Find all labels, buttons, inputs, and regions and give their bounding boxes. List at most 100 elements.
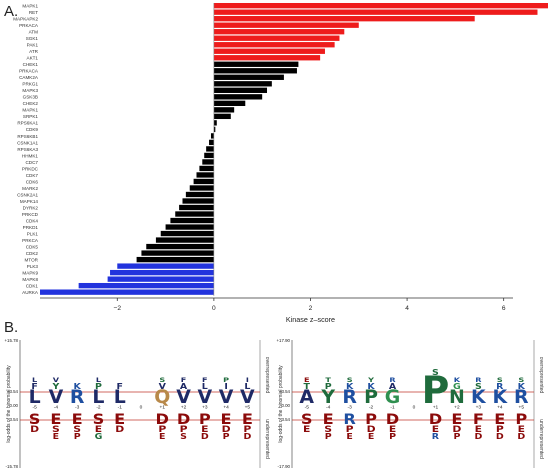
logo-residue-bottom: D [474, 433, 482, 442]
bar-hhmk1 [204, 152, 214, 159]
kinase-label: AKT1 [27, 56, 39, 61]
logo-residue-bottom: D [429, 411, 442, 427]
logo-residue-top: A [299, 386, 314, 408]
kinase-label: CDK9 [26, 127, 39, 132]
position-label-bg [363, 404, 379, 410]
kinase-label: ATR [29, 49, 39, 54]
logo-residue-bottom: E [201, 425, 209, 435]
logo-residue-bottom: E [389, 425, 397, 435]
bar-cdk2 [141, 250, 214, 256]
logo-residue-top: K [454, 376, 461, 384]
position-label-bg [26, 404, 43, 410]
overrepresented-label: overrepresented [538, 357, 544, 394]
bar-prkaca [213, 68, 297, 74]
logo-residue-top: P [95, 383, 102, 392]
logo-residue-bottom: E [475, 425, 483, 435]
bar-mapk3 [213, 87, 268, 93]
position-label: -5 [305, 405, 310, 411]
kinase-label: PRKCD [22, 212, 39, 217]
logo-residue-top: Q [154, 386, 170, 408]
logo-residue-bottom: R [343, 411, 356, 427]
logo-residue-bottom: P [325, 433, 333, 442]
bar-atr [213, 48, 325, 54]
logo-residue-bottom: E [242, 411, 253, 427]
logo-residue-top: V [198, 386, 213, 408]
logo-residue-bottom: E [53, 433, 59, 442]
logo-residue-top: L [92, 386, 104, 408]
kinase-label: AURKA [22, 290, 39, 295]
kinase-label: GSK3B [23, 95, 38, 100]
logo-residue-bottom: P [453, 433, 461, 442]
logo-residue-top: F [202, 376, 208, 384]
position-label: +2 [181, 405, 187, 411]
logo-residue-bottom: S [301, 411, 313, 427]
position-label-bg [197, 404, 213, 410]
bar-dyrk2 [179, 204, 214, 211]
kinase-label: PRKD1 [23, 225, 39, 230]
kinase-label: SGK1 [26, 36, 39, 41]
position-label-bg [470, 404, 487, 410]
logo-residue-bottom: D [243, 433, 251, 442]
sequence-logo-left: +15.78 +3.54 0.00 -3.54 -15.78 log-odds of th… [4, 338, 270, 469]
logo-residue-top: T [304, 383, 311, 392]
logo-residue-top: R [514, 386, 529, 408]
bar-prkca [155, 237, 214, 243]
position-label: -3 [348, 405, 353, 411]
kinase-label: PRKG1 [22, 82, 38, 87]
bar-rps6kb1 [210, 133, 214, 139]
logo-residue-top: V [219, 386, 234, 408]
logo-residue-bottom: D [30, 425, 39, 435]
logo-residue-top: S [159, 376, 165, 384]
logo-residue-top: P [223, 376, 230, 384]
logo-residue-bottom: P [243, 425, 251, 435]
logo-residue-bottom: E [50, 411, 61, 427]
logo-residue-bottom: E [72, 411, 83, 427]
position-label-bg [90, 404, 107, 410]
bar-csnk2a1 [185, 191, 214, 198]
position-label: -5 [33, 405, 38, 411]
logo-residue-top: I [246, 376, 249, 384]
kinase-label: RPS6KA1 [17, 121, 38, 126]
logo-residue-bottom: S [180, 433, 187, 442]
position-label-bg [492, 404, 508, 410]
position-label-bg [154, 404, 170, 410]
position-label: 0 [413, 405, 416, 411]
y-tick-label: +3.54 [7, 389, 19, 394]
bar-camk2a [213, 74, 284, 80]
kinase-label: SRPK1 [23, 114, 39, 119]
position-label: +4 [497, 405, 503, 411]
bar-cdk5 [146, 243, 214, 250]
kinase-label: PLK1 [27, 231, 39, 236]
kinase-label: PRKACA [19, 69, 39, 74]
underrepresented-label: underrepresented [538, 419, 544, 459]
kinase-label: MAPK3 [22, 88, 38, 93]
y-axis-label: log-odds of the binomial probability [6, 365, 12, 443]
bar-prkg1 [213, 81, 272, 87]
logo-residue-bottom: D [386, 411, 399, 427]
kinase-label: RET [29, 10, 38, 15]
y-tick-label: -3.54 [8, 417, 19, 422]
logo-residue-top: A [180, 383, 188, 392]
y-tick-label: -17.90 [278, 464, 291, 469]
bar-atm [213, 29, 345, 35]
sequence-logo-right: +17.90 +3.54 0.00 -3.54 -17.90 log-odds of th… [276, 338, 544, 469]
logo-residue-top: F [31, 383, 38, 392]
bar-aurka [40, 289, 214, 295]
position-label-bg [513, 404, 529, 410]
logo-residue-top: L [114, 386, 126, 408]
logo-residue-top: P [364, 386, 378, 408]
position-label: -1 [390, 405, 395, 411]
x-tick-label: −2 [114, 305, 122, 312]
logo-residue-bottom: D [156, 411, 169, 427]
logo-residue-top: I [224, 383, 228, 392]
logo-residue-top: V [53, 376, 60, 384]
y-tick-label: -15.78 [6, 464, 19, 469]
logo-residue-bottom: R [432, 433, 440, 442]
logo-residue-top: K [346, 383, 354, 392]
kinase-label: MAPK1 [22, 108, 38, 113]
logo-residue-bottom: S [324, 425, 332, 435]
x-tick-label: 4 [405, 305, 409, 312]
logo-residue-bottom: D [115, 425, 124, 435]
position-label-bg [449, 404, 465, 410]
kinase-label: MAPK1 [22, 4, 38, 9]
